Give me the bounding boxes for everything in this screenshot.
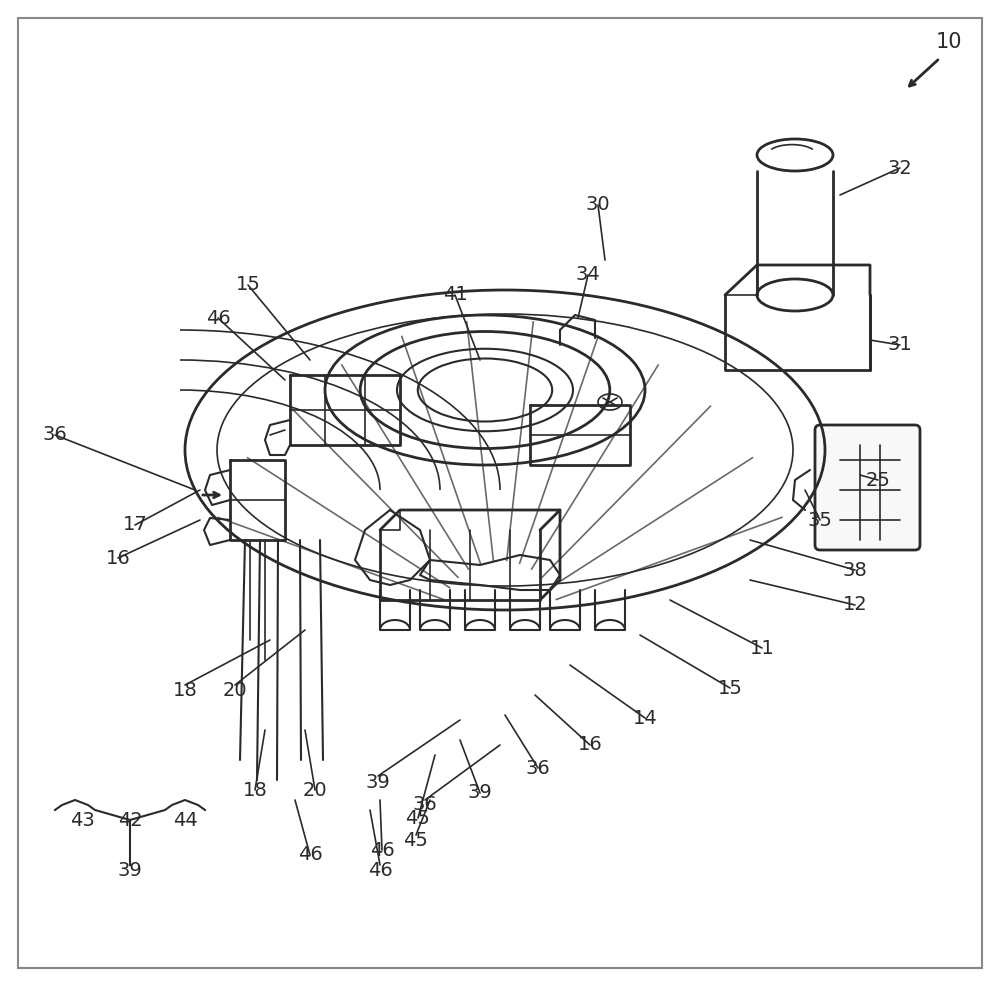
Text: 15: 15 (718, 678, 742, 697)
Text: 20: 20 (223, 680, 247, 699)
Text: 14: 14 (633, 709, 657, 728)
Text: 20: 20 (303, 781, 327, 800)
Text: 42: 42 (118, 810, 142, 829)
Text: 34: 34 (576, 265, 600, 285)
Text: 39: 39 (468, 784, 492, 803)
Text: 18: 18 (243, 781, 267, 800)
Text: 31: 31 (888, 335, 912, 355)
Text: 36: 36 (43, 426, 67, 445)
Text: 35: 35 (808, 511, 832, 529)
Text: 45: 45 (404, 830, 428, 850)
Text: 25: 25 (866, 470, 890, 489)
Text: 11: 11 (750, 639, 774, 658)
Text: 17: 17 (123, 516, 147, 534)
Text: 41: 41 (443, 286, 467, 305)
Text: 10: 10 (936, 32, 962, 52)
Text: 15: 15 (236, 275, 260, 295)
Text: 16: 16 (578, 736, 602, 754)
Text: 12: 12 (843, 596, 867, 614)
Text: 46: 46 (298, 846, 322, 865)
Text: 45: 45 (406, 809, 430, 827)
Text: 30: 30 (586, 195, 610, 215)
Text: 39: 39 (366, 772, 390, 792)
Text: 46: 46 (370, 840, 394, 860)
Text: 38: 38 (843, 560, 867, 580)
Text: 39: 39 (118, 861, 142, 880)
Text: 16: 16 (106, 548, 130, 568)
Text: 46: 46 (206, 309, 230, 327)
Text: 46: 46 (368, 861, 392, 880)
Text: 44: 44 (173, 810, 197, 829)
FancyBboxPatch shape (815, 425, 920, 550)
Text: 36: 36 (413, 796, 437, 814)
Text: 43: 43 (70, 810, 94, 829)
Text: 18: 18 (173, 680, 197, 699)
Text: 36: 36 (526, 758, 550, 778)
Text: 32: 32 (888, 159, 912, 177)
